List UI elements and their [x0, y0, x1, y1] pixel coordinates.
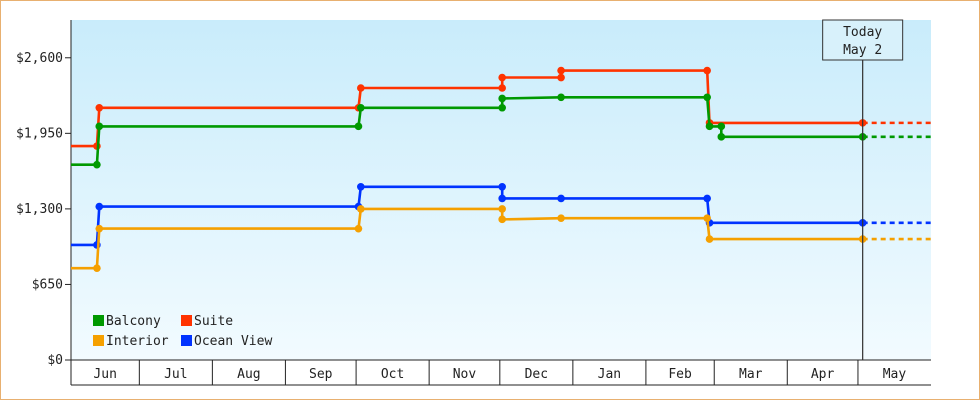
data-point-balcony — [703, 93, 711, 102]
y-axis: $0 $650 $1,300 $1,950 $2,600 — [16, 20, 72, 368]
data-point-ocean-view — [498, 194, 506, 203]
data-point-ocean-view — [498, 183, 506, 191]
data-point-interior — [557, 214, 565, 222]
data-point-balcony — [357, 103, 365, 112]
x-axis: Jun Jul Aug Sep Oct Nov Dec Jan Feb Mar Apr May — [70, 359, 931, 386]
series-line-suite — [71, 69, 863, 148]
legend-swatch-suite — [181, 315, 192, 326]
data-point-ocean-view — [557, 194, 565, 203]
series-interior — [71, 205, 931, 272]
data-point-interior — [357, 205, 365, 213]
data-point-suite — [357, 84, 365, 92]
legend-label-interior: Interior — [106, 334, 169, 349]
month-label-may: May — [883, 367, 907, 382]
series-ocean-view — [71, 183, 931, 249]
data-point-balcony — [557, 93, 565, 102]
data-point-balcony — [705, 122, 714, 131]
today-date: May 2 — [843, 43, 882, 58]
data-point-ocean-view — [95, 202, 104, 211]
legend-swatch-ocean-view — [181, 335, 192, 346]
data-point-interior — [705, 235, 714, 243]
data-point-suite — [703, 66, 711, 75]
data-point-balcony — [717, 133, 726, 141]
today-label: Today — [843, 25, 882, 40]
today-marker: Today May 2 — [822, 19, 904, 360]
month-label-aug: Aug — [237, 367, 260, 382]
data-point-ocean-view — [703, 194, 711, 203]
data-point-balcony — [93, 160, 101, 169]
legend-swatch-balcony — [93, 315, 104, 326]
y-tick-label: $1,950 — [16, 126, 63, 141]
data-point-suite — [498, 73, 506, 82]
y-tick-label: $650 — [32, 277, 63, 292]
data-point-balcony — [95, 122, 104, 131]
month-label-apr: Apr — [811, 367, 835, 382]
month-label-sep: Sep — [309, 367, 333, 382]
data-point-balcony — [354, 122, 363, 131]
data-point-ocean-view — [357, 183, 365, 191]
data-point-interior — [354, 224, 363, 233]
data-point-interior — [95, 224, 104, 233]
data-point-balcony — [717, 122, 726, 131]
month-label-jul: Jul — [164, 367, 187, 382]
legend-label-ocean-view: Ocean View — [194, 334, 272, 349]
y-tick-label: $2,600 — [16, 51, 63, 66]
data-point-interior — [703, 214, 711, 222]
series-layer — [71, 66, 931, 272]
legend: Balcony Suite Interior Ocean View — [93, 314, 272, 349]
data-point-suite — [95, 103, 104, 112]
y-tick-label: $0 — [47, 353, 63, 368]
y-tick-label: $1,300 — [16, 202, 63, 217]
data-point-interior — [498, 205, 506, 213]
series-balcony — [71, 93, 931, 169]
month-label-mar: Mar — [739, 367, 763, 382]
data-point-suite — [498, 84, 506, 92]
data-point-suite — [557, 73, 565, 82]
data-point-balcony — [498, 103, 506, 112]
month-label-oct: Oct — [381, 367, 404, 382]
data-point-interior — [93, 264, 101, 272]
month-label-nov: Nov — [453, 367, 477, 382]
data-point-balcony — [498, 94, 506, 103]
month-label-jun: Jun — [93, 367, 116, 382]
legend-label-suite: Suite — [194, 314, 233, 329]
month-label-dec: Dec — [525, 367, 548, 382]
data-point-interior — [498, 215, 506, 224]
legend-swatch-interior — [93, 335, 104, 346]
data-point-suite — [557, 66, 565, 75]
month-label-feb: Feb — [668, 367, 692, 382]
month-label-jan: Jan — [598, 367, 621, 382]
legend-label-balcony: Balcony — [106, 314, 161, 329]
